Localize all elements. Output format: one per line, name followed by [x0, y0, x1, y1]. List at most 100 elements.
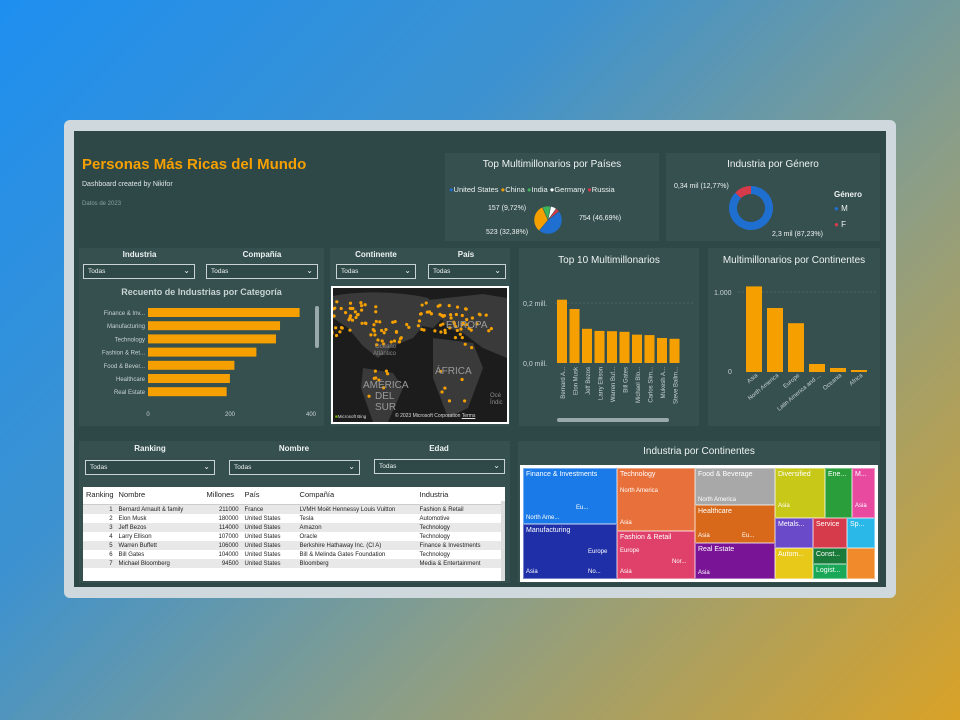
countries-panel[interactable]: Top Multimillonarios por Países ●United … — [445, 153, 659, 241]
map-dot[interactable] — [443, 386, 447, 390]
continent-bar[interactable] — [830, 368, 846, 372]
map-dot[interactable] — [356, 312, 360, 317]
map-dot[interactable] — [478, 313, 482, 317]
map-dot[interactable] — [333, 332, 334, 335]
map-dot[interactable] — [381, 386, 386, 390]
top10-bar[interactable] — [594, 330, 605, 363]
map-dot[interactable] — [394, 330, 399, 334]
scrollbar-horizontal[interactable] — [557, 418, 669, 422]
table-row[interactable]: 4 Larry Ellison 107000 United States Oracle T… — [83, 532, 505, 541]
map-dot[interactable] — [348, 301, 353, 305]
map-dot[interactable] — [380, 328, 384, 333]
map-dot[interactable] — [374, 310, 378, 314]
countries-pie[interactable] — [445, 153, 659, 241]
tm-construction[interactable]: Const... — [813, 548, 847, 564]
map-dot[interactable] — [378, 320, 382, 324]
map-dot[interactable] — [367, 394, 371, 398]
map-dot[interactable] — [438, 303, 442, 307]
map-dot[interactable] — [393, 319, 397, 324]
map-dot[interactable] — [384, 369, 389, 373]
map-dot[interactable] — [460, 377, 464, 382]
map-dot[interactable] — [339, 325, 344, 330]
map-dot[interactable] — [363, 321, 367, 325]
continent-bar[interactable] — [788, 323, 804, 372]
map-dot[interactable] — [373, 369, 377, 373]
map-dot[interactable] — [339, 306, 343, 311]
map-dot[interactable] — [439, 330, 443, 334]
map-dot[interactable] — [371, 328, 375, 332]
map-dot[interactable] — [449, 316, 453, 320]
gender-donut[interactable] — [666, 153, 880, 241]
map-dot[interactable] — [443, 328, 447, 332]
tm-logistics[interactable]: Logist... — [813, 564, 847, 579]
map-dot[interactable] — [424, 301, 428, 305]
table-scrollbar[interactable] — [501, 501, 505, 581]
map-dot[interactable] — [354, 315, 358, 320]
map-dot[interactable] — [425, 310, 429, 314]
table-row[interactable]: 2 Elon Musk 180000 United States Tesla Automo… — [83, 514, 505, 523]
map-dot[interactable] — [460, 323, 464, 327]
top10-bar[interactable] — [669, 338, 680, 363]
continent-bar[interactable] — [767, 308, 783, 372]
treemap[interactable]: Finance & Investments North Ame... Eu... M… — [520, 465, 878, 582]
map-dot[interactable] — [384, 327, 388, 332]
map-dot[interactable] — [343, 311, 348, 315]
map-dot[interactable] — [359, 301, 363, 305]
industry-bar[interactable] — [148, 374, 230, 383]
table-row[interactable]: 7 Michael Bloomberg 94500 United States Bloo… — [83, 559, 505, 568]
map-dot[interactable] — [443, 331, 447, 335]
map-dot[interactable] — [369, 333, 373, 337]
map-dot[interactable] — [447, 303, 451, 308]
map-dot[interactable] — [405, 322, 409, 327]
col-industria[interactable]: Industria — [416, 487, 505, 505]
map-dot[interactable] — [353, 310, 357, 314]
map-dot[interactable] — [422, 328, 426, 332]
map-dot[interactable] — [465, 318, 469, 322]
map-dot[interactable] — [460, 313, 464, 318]
map-dot[interactable] — [458, 332, 462, 336]
map-dot[interactable] — [448, 326, 452, 330]
tm-food[interactable]: Food & Beverage North America — [695, 468, 775, 505]
map-dot[interactable] — [360, 321, 364, 325]
map-dot[interactable] — [333, 306, 337, 310]
map-dot[interactable] — [464, 307, 468, 311]
tm-finance[interactable]: Finance & Investments North Ame... Eu... — [523, 468, 617, 524]
map-dot[interactable] — [420, 303, 424, 307]
tm-technology[interactable]: Technology North America Asia — [617, 468, 695, 531]
donut-slice-m[interactable] — [729, 186, 773, 230]
map-dot[interactable] — [470, 316, 474, 320]
map-dot[interactable] — [438, 312, 442, 316]
table-row[interactable]: 6 Bill Gates 104000 United States Bill & Mel… — [83, 550, 505, 559]
map-dot[interactable] — [453, 336, 458, 340]
map-dot[interactable] — [377, 378, 381, 382]
col-millones[interactable]: Millones — [203, 487, 242, 505]
top10-bar[interactable] — [569, 309, 580, 363]
industry-bar[interactable] — [148, 360, 235, 370]
map-dot[interactable] — [382, 342, 386, 346]
legend-russia[interactable]: ●Russia — [587, 185, 615, 194]
map-dot[interactable] — [440, 390, 444, 394]
map-dot[interactable] — [463, 399, 467, 403]
gender-legend-f[interactable]: ● F — [834, 220, 846, 229]
filter-compania-select[interactable]: Todas ⌄ — [206, 264, 318, 279]
scrollbar[interactable] — [315, 306, 319, 348]
industry-bar-chart[interactable]: Finance & Inv... Manufacturing Technology F… — [79, 300, 324, 440]
top10-bar[interactable] — [557, 299, 567, 363]
industry-bar[interactable] — [148, 334, 276, 344]
map-dot[interactable] — [441, 322, 445, 326]
tm-automotive[interactable]: Autom... — [775, 548, 813, 579]
map-dot[interactable] — [453, 324, 458, 329]
map-dot[interactable] — [433, 329, 437, 333]
table-row[interactable]: 1 Bernard Arnault & family 211000 France LVM… — [83, 504, 505, 514]
continent-bar[interactable] — [746, 286, 762, 372]
filter-edad-select[interactable]: Todas ⌄ — [374, 459, 505, 474]
map-dot[interactable] — [349, 306, 354, 311]
map-dot[interactable] — [454, 312, 459, 317]
map-dot[interactable] — [348, 328, 352, 332]
map-dot[interactable] — [416, 324, 421, 328]
col-pais[interactable]: País — [241, 487, 297, 505]
gender-legend-m[interactable]: ● M — [834, 204, 848, 213]
tm-healthcare[interactable]: Healthcare Asia Eu... — [695, 505, 775, 543]
industry-bar[interactable] — [148, 308, 300, 317]
